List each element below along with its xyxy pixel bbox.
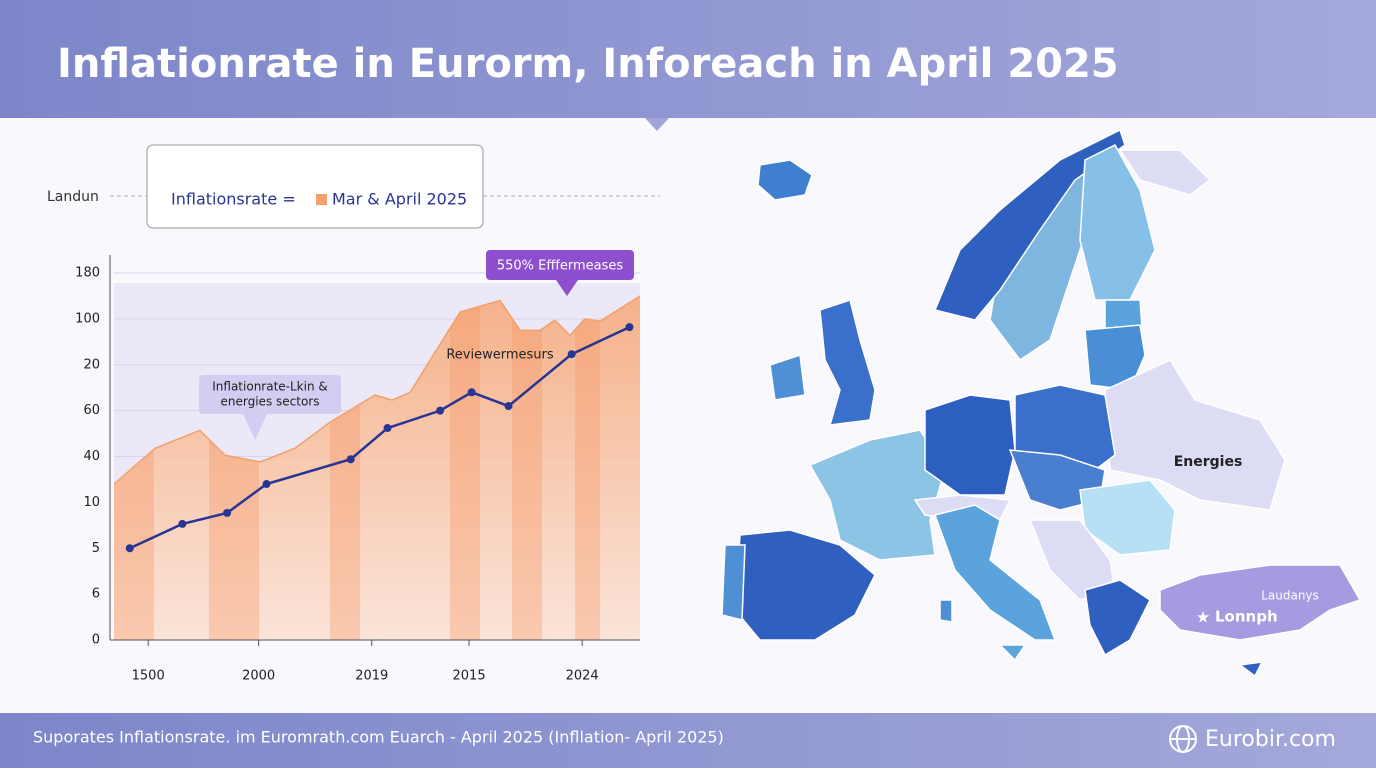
country — [757, 159, 813, 201]
point — [436, 406, 445, 415]
point — [567, 350, 576, 359]
country — [924, 394, 1016, 496]
legend-label: Mar & April 2025 — [332, 190, 467, 209]
x-tick-label: 2000 — [242, 669, 275, 684]
y-tick-label: 60 — [83, 403, 100, 418]
country — [934, 504, 1057, 641]
point — [262, 480, 271, 489]
footer-text: Suporates Inflationsrate. im Euromrath.c… — [33, 728, 724, 747]
y-tick-label: 40 — [83, 449, 100, 464]
title: Inflationrate in Eurorm, Inforeach in Ap… — [57, 41, 1119, 87]
badge-pointer — [556, 280, 578, 296]
badge — [486, 250, 634, 280]
country — [1159, 564, 1362, 641]
callout — [199, 375, 341, 414]
header — [0, 0, 1376, 118]
point — [346, 455, 355, 464]
legend-label: Inflationsrate = — [171, 190, 296, 209]
country — [819, 299, 876, 426]
country — [933, 128, 1126, 321]
x-tick-label: 2019 — [355, 669, 388, 684]
y-tick-label: 0 — [92, 633, 100, 648]
point — [504, 402, 513, 411]
side-label: Landun — [47, 189, 99, 205]
y-tick-label: 180 — [75, 266, 100, 281]
point — [467, 388, 476, 397]
point — [625, 323, 634, 332]
point — [178, 519, 187, 528]
callout-pointer — [243, 414, 267, 440]
country — [1079, 144, 1156, 301]
country — [939, 599, 953, 623]
country — [1104, 359, 1286, 511]
area-edge — [113, 295, 641, 485]
x-tick-label: 1500 — [132, 669, 165, 684]
map-label: Laudanys — [1261, 589, 1319, 603]
country — [769, 353, 806, 401]
area — [114, 295, 640, 640]
country — [1084, 324, 1146, 391]
y-tick-label: 10 — [83, 495, 100, 510]
country — [721, 544, 746, 621]
y-tick-label: 100 — [75, 311, 100, 326]
point — [223, 508, 232, 517]
footer — [0, 713, 1376, 768]
country — [1118, 149, 1212, 196]
country — [998, 644, 1027, 662]
x-tick-label: 2015 — [453, 669, 486, 684]
stripe — [450, 295, 480, 640]
country — [1238, 661, 1264, 678]
x-tick-label: 2024 — [566, 669, 599, 684]
point — [125, 544, 134, 553]
stripe — [512, 295, 542, 640]
header-pointer — [645, 118, 669, 131]
y-tick-label: 5 — [92, 541, 100, 556]
brand: Eurobir.com — [1205, 727, 1336, 752]
country — [1104, 299, 1143, 331]
legend — [146, 144, 484, 229]
stripe — [575, 295, 600, 640]
country — [734, 529, 876, 641]
globe-icon — [1169, 725, 1197, 753]
map — [721, 128, 1362, 678]
country — [1084, 579, 1151, 657]
y-tick-label: 6 — [92, 587, 100, 602]
badge-text: 550% Efffermeases — [497, 259, 624, 274]
star-icon: ★ — [1196, 608, 1210, 627]
annotation: Reviewermesurs — [446, 348, 554, 363]
legend-swatch — [316, 194, 327, 205]
country — [808, 429, 946, 561]
map-label: Energies — [1174, 454, 1243, 470]
callout-text: Inflationrate-Lkin & — [212, 380, 328, 394]
callout-text: energies sectors — [221, 395, 320, 409]
point — [383, 424, 392, 433]
y-tick-label: 20 — [83, 357, 100, 372]
map-label: Lonnph — [1215, 608, 1278, 626]
